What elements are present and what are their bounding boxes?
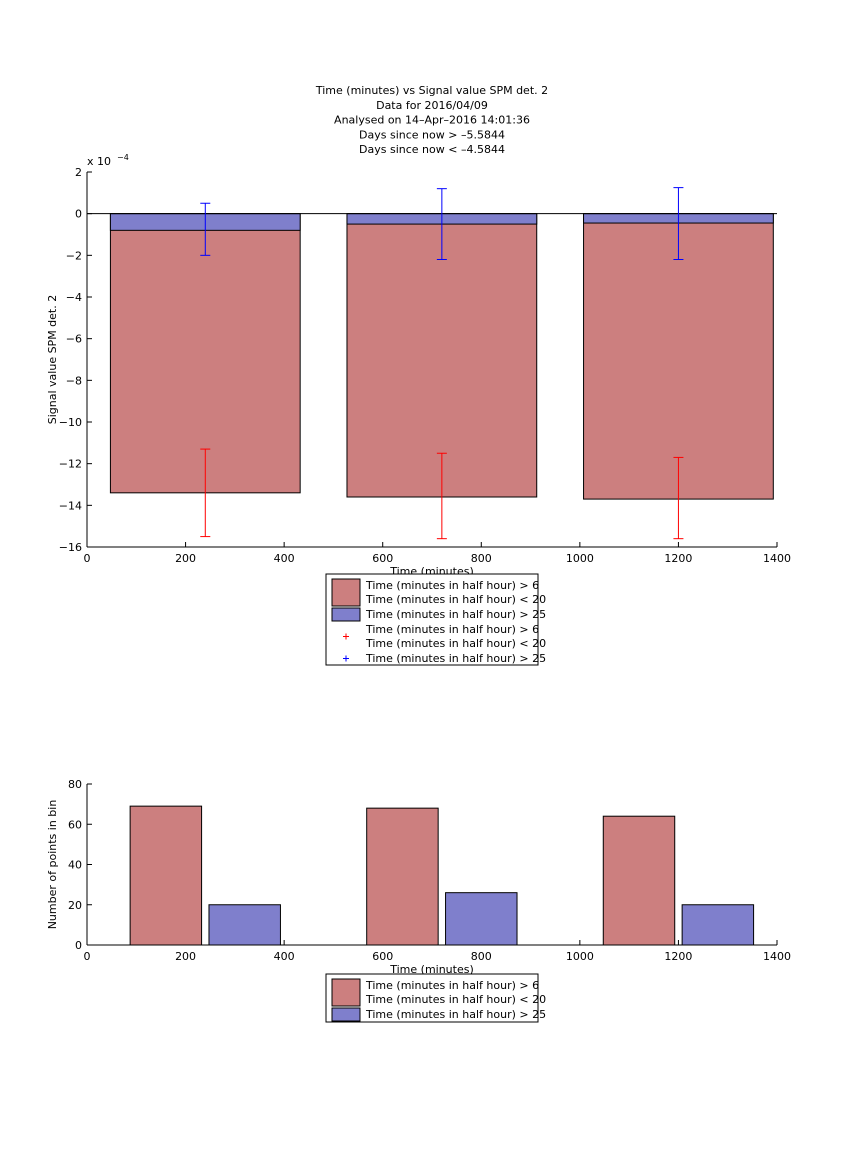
x-tick-label: 800 <box>471 950 492 963</box>
bar-red <box>366 807 439 946</box>
x-axis-label: Time (minutes) <box>389 963 474 976</box>
y-tick-label: −14 <box>59 499 82 512</box>
y-tick-label: −4 <box>66 291 82 304</box>
legend-box <box>325 573 539 666</box>
y-axis-exponent: x 10 <box>87 155 111 168</box>
bar-red <box>602 815 676 946</box>
bar-blue <box>445 892 518 946</box>
x-tick-label: 0 <box>84 950 91 963</box>
y-tick-label: −16 <box>59 541 82 554</box>
x-tick-label: 1000 <box>566 552 594 565</box>
y-tick-label: 60 <box>68 818 82 831</box>
legend-label: Time (minutes in half hour) > 25 <box>365 1008 546 1021</box>
count-chart: 0 200 400 600 800 1000 1200 1400 0 20 40 60 80 Time (… <box>46 778 791 976</box>
legend-swatch <box>331 607 361 622</box>
y-tick-label: 40 <box>68 859 82 872</box>
legend-label: Time (minutes in half hour) > 25 <box>365 652 546 665</box>
title-line-5: Days since now < –4.5844 <box>359 143 505 156</box>
legend-label: Time (minutes in half hour) < 20 <box>365 593 546 606</box>
chart-title: Time (minutes) vs Signal value SPM det. … <box>315 84 548 156</box>
y-tick-label: 20 <box>68 899 82 912</box>
legend-swatch <box>331 578 361 607</box>
x-tick-label: 0 <box>84 552 91 565</box>
x-tick-label: 600 <box>372 552 393 565</box>
y-tick-label: −10 <box>59 416 82 429</box>
bar-red <box>129 805 203 946</box>
y-tick-label: −2 <box>66 249 82 262</box>
legend-label: Time (minutes in half hour) > 6 <box>365 979 539 992</box>
y-axis-label: Number of points in bin <box>46 800 59 930</box>
legend-label: Time (minutes in half hour) < 20 <box>365 993 546 1006</box>
bar-blue <box>681 904 755 946</box>
y-tick-label: 80 <box>68 778 82 791</box>
legend-label: Time (minutes in half hour) > 6 <box>365 623 539 636</box>
x-tick-label: 600 <box>372 950 393 963</box>
bar-red <box>109 213 301 494</box>
title-line-2: Data for 2016/04/09 <box>376 99 488 112</box>
legend-label: Time (minutes in half hour) > 25 <box>365 608 546 621</box>
legend-label: Time (minutes in half hour) < 20 <box>365 637 546 650</box>
y-tick-label: −6 <box>66 333 82 346</box>
signal-chart: 0 200 400 600 800 1000 1200 1400 2 0 −2 −4 −6 −8 −10 −1… <box>46 153 791 578</box>
y-axis-label: Signal value SPM det. 2 <box>46 295 59 425</box>
bar-blue <box>208 904 281 946</box>
legend-swatch <box>331 978 361 1007</box>
title-line-1: Time (minutes) vs Signal value SPM det. … <box>315 84 548 97</box>
x-tick-label: 200 <box>175 950 196 963</box>
x-tick-label: 400 <box>274 552 295 565</box>
x-tick-label: 1200 <box>664 552 692 565</box>
y-tick-label: 0 <box>75 939 82 952</box>
title-line-4: Days since now > –5.5844 <box>359 128 505 141</box>
legend-box <box>325 973 539 1023</box>
x-tick-label: 400 <box>274 950 295 963</box>
x-tick-label: 800 <box>471 552 492 565</box>
y-tick-label: 0 <box>75 208 82 221</box>
x-tick-label: 1400 <box>763 552 791 565</box>
y-tick-label: −12 <box>59 458 82 471</box>
bar-red <box>346 213 538 498</box>
title-line-3: Analysed on 14–Apr–2016 14:01:36 <box>334 114 530 127</box>
x-tick-label: 1200 <box>664 950 692 963</box>
x-tick-label: 1000 <box>566 950 594 963</box>
y-tick-label: 2 <box>75 166 82 179</box>
legend-label: Time (minutes in half hour) > 6 <box>365 579 539 592</box>
x-tick-label: 1400 <box>763 950 791 963</box>
y-tick-label: −8 <box>66 374 82 387</box>
legend-swatch <box>331 1007 361 1022</box>
x-tick-label: 200 <box>175 552 196 565</box>
y-axis-exponent-power: −4 <box>117 153 129 162</box>
